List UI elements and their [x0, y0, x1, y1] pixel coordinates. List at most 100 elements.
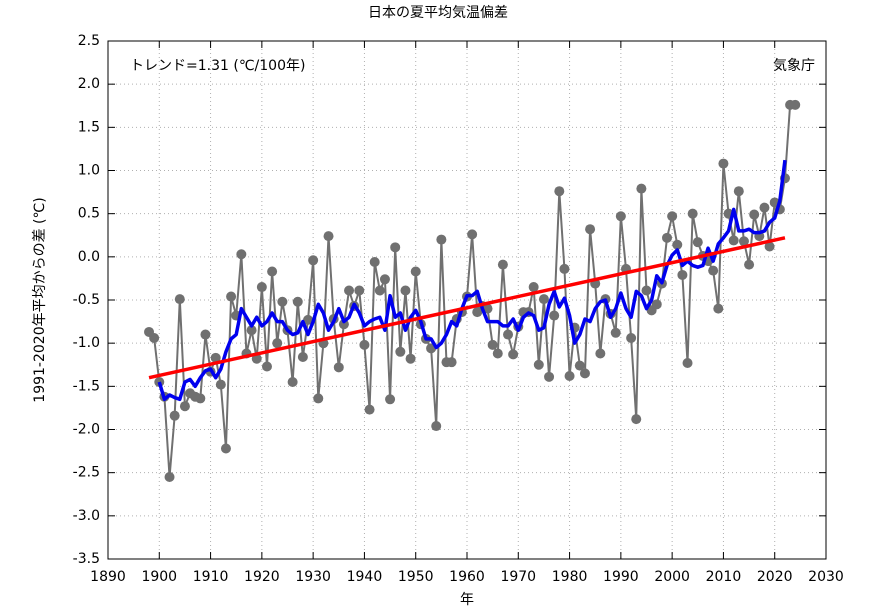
data-point	[651, 299, 662, 310]
chart-title: 日本の夏平均気温偏差	[368, 5, 508, 21]
y-tick-label: -0.5	[73, 292, 100, 308]
x-tick-label: 1990	[603, 569, 639, 585]
x-tick-label: 1950	[398, 569, 434, 585]
data-point	[682, 358, 693, 369]
data-point	[344, 285, 355, 296]
x-tick-label: 1930	[295, 569, 331, 585]
data-point	[210, 352, 221, 363]
data-point	[169, 410, 180, 421]
data-point	[574, 360, 585, 371]
y-tick-label: 1.0	[78, 163, 100, 179]
data-point	[744, 259, 755, 270]
data-point	[369, 257, 380, 268]
data-point	[395, 346, 406, 357]
data-point	[226, 291, 237, 302]
data-point	[662, 232, 673, 243]
data-point	[292, 296, 303, 307]
data-point	[272, 338, 283, 349]
data-point	[564, 370, 575, 381]
x-tick-label: 2030	[808, 569, 844, 585]
y-tick-label: 2.0	[78, 76, 100, 92]
data-point	[446, 357, 457, 368]
data-point	[308, 255, 319, 266]
data-point	[595, 348, 606, 359]
y-tick-label: -2.5	[73, 465, 100, 481]
x-tick-label: 2010	[706, 569, 742, 585]
y-tick-label: -2.0	[73, 422, 100, 438]
data-point	[246, 325, 257, 336]
data-point	[261, 361, 272, 372]
data-point	[615, 211, 626, 222]
trend-annotation: トレンド=1.31 (℃/100年)	[130, 58, 305, 74]
data-point	[359, 339, 370, 350]
data-point	[559, 263, 570, 274]
data-point	[487, 339, 498, 350]
data-point	[538, 294, 549, 305]
plot-frame	[107, 40, 827, 560]
series-line	[148, 236, 786, 380]
data-point	[626, 332, 637, 343]
data-point	[354, 285, 365, 296]
data-point	[374, 285, 385, 296]
data-point	[385, 394, 396, 405]
x-tick-label: 2020	[757, 569, 793, 585]
x-tick-label: 1960	[449, 569, 485, 585]
data-point	[713, 303, 724, 314]
data-point	[467, 229, 478, 240]
data-point	[585, 224, 596, 235]
data-point	[503, 329, 514, 340]
data-point	[379, 274, 390, 285]
x-tick-label: 1900	[141, 569, 177, 585]
x-tick-label: 1940	[347, 569, 383, 585]
x-axis-label: 年	[460, 592, 474, 608]
data-point	[749, 209, 760, 220]
data-point	[631, 414, 642, 425]
y-tick-label: -3.0	[73, 508, 100, 524]
y-axis-label: 1991-2020年平均からの差 (℃)	[32, 197, 48, 402]
data-point	[287, 377, 298, 388]
x-tick-label: 1910	[193, 569, 229, 585]
data-point	[636, 183, 647, 194]
data-point	[313, 393, 324, 404]
data-point	[431, 421, 442, 432]
data-point	[179, 401, 190, 412]
data-point	[400, 285, 411, 296]
data-point	[508, 349, 519, 360]
x-tick-label: 2000	[654, 569, 690, 585]
data-point	[708, 265, 719, 276]
data-point	[610, 327, 621, 338]
data-point	[410, 266, 421, 277]
data-point	[436, 234, 447, 245]
data-point	[677, 269, 688, 280]
data-point	[174, 294, 185, 305]
data-point	[277, 296, 288, 307]
data-point	[549, 310, 560, 321]
data-point	[267, 266, 278, 277]
y-tick-label: 0.0	[78, 249, 100, 265]
data-point	[533, 359, 544, 370]
data-point	[641, 285, 652, 296]
data-point	[759, 202, 770, 213]
x-tick-label: 1980	[552, 569, 588, 585]
y-tick-label: 1.5	[78, 119, 100, 135]
data-point	[195, 393, 206, 404]
data-point	[297, 351, 308, 362]
y-tick-label: 0.5	[78, 206, 100, 222]
data-point	[236, 249, 247, 260]
data-point	[256, 282, 267, 293]
y-tick-label: -3.5	[73, 551, 100, 567]
y-tick-label: -1.0	[73, 335, 100, 351]
data-point	[405, 353, 416, 364]
data-point	[764, 241, 775, 252]
data-point	[718, 158, 729, 169]
data-point	[215, 379, 226, 390]
x-tick-label: 1920	[244, 569, 280, 585]
data-point	[544, 371, 555, 382]
source: 気象庁	[773, 58, 815, 74]
data-point	[333, 362, 344, 373]
data-point	[790, 99, 801, 110]
data-point	[672, 239, 683, 250]
data-point	[323, 231, 334, 242]
data-point	[528, 282, 539, 293]
